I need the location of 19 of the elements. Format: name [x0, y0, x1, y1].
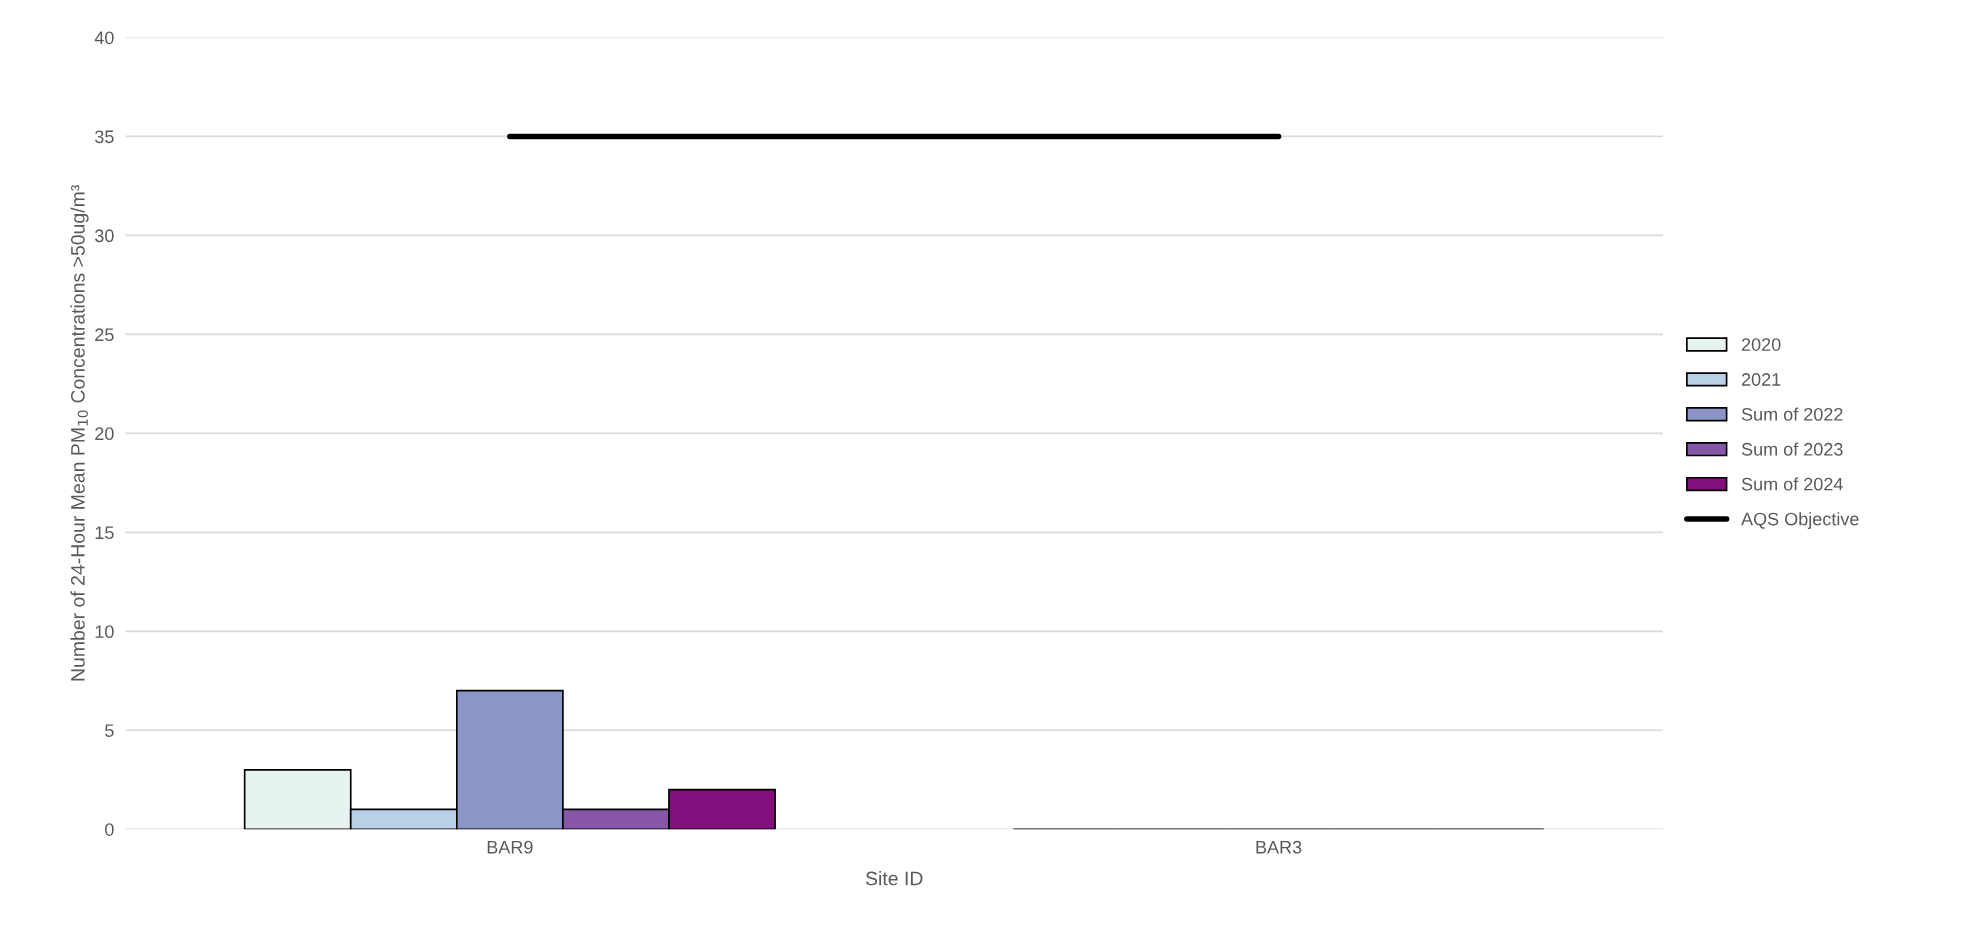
y-tick-label: 10 — [95, 625, 114, 639]
y-tick-label: 0 — [105, 823, 114, 836]
y-tick-label: 20 — [95, 427, 114, 441]
y-tick-label: 25 — [95, 328, 114, 342]
x-axis-title: Site ID — [865, 871, 923, 886]
legend-label: 2021 — [1741, 373, 1781, 386]
x-tick-label: BAR9 — [487, 840, 533, 854]
legend-label: AQS Objective — [1741, 512, 1859, 529]
y-tick-label: 15 — [95, 526, 114, 540]
y-tick-label: 5 — [105, 724, 114, 737]
y-tick-label: 30 — [95, 229, 114, 243]
legend-label: 2020 — [1741, 338, 1781, 351]
legend-label: Sum of 2022 — [1741, 407, 1843, 421]
y-axis-title: Number of 24-Hour Mean PM$_{10}$ Concentrations >50ug/m³ — [70, 185, 89, 681]
y-tick-label: 40 — [94, 31, 114, 45]
y-tick-label: 35 — [95, 130, 114, 144]
x-tick-label: BAR3 — [1256, 840, 1302, 854]
legend-label: Sum of 2023 — [1741, 442, 1843, 456]
legend-label: Sum of 2024 — [1741, 477, 1843, 491]
